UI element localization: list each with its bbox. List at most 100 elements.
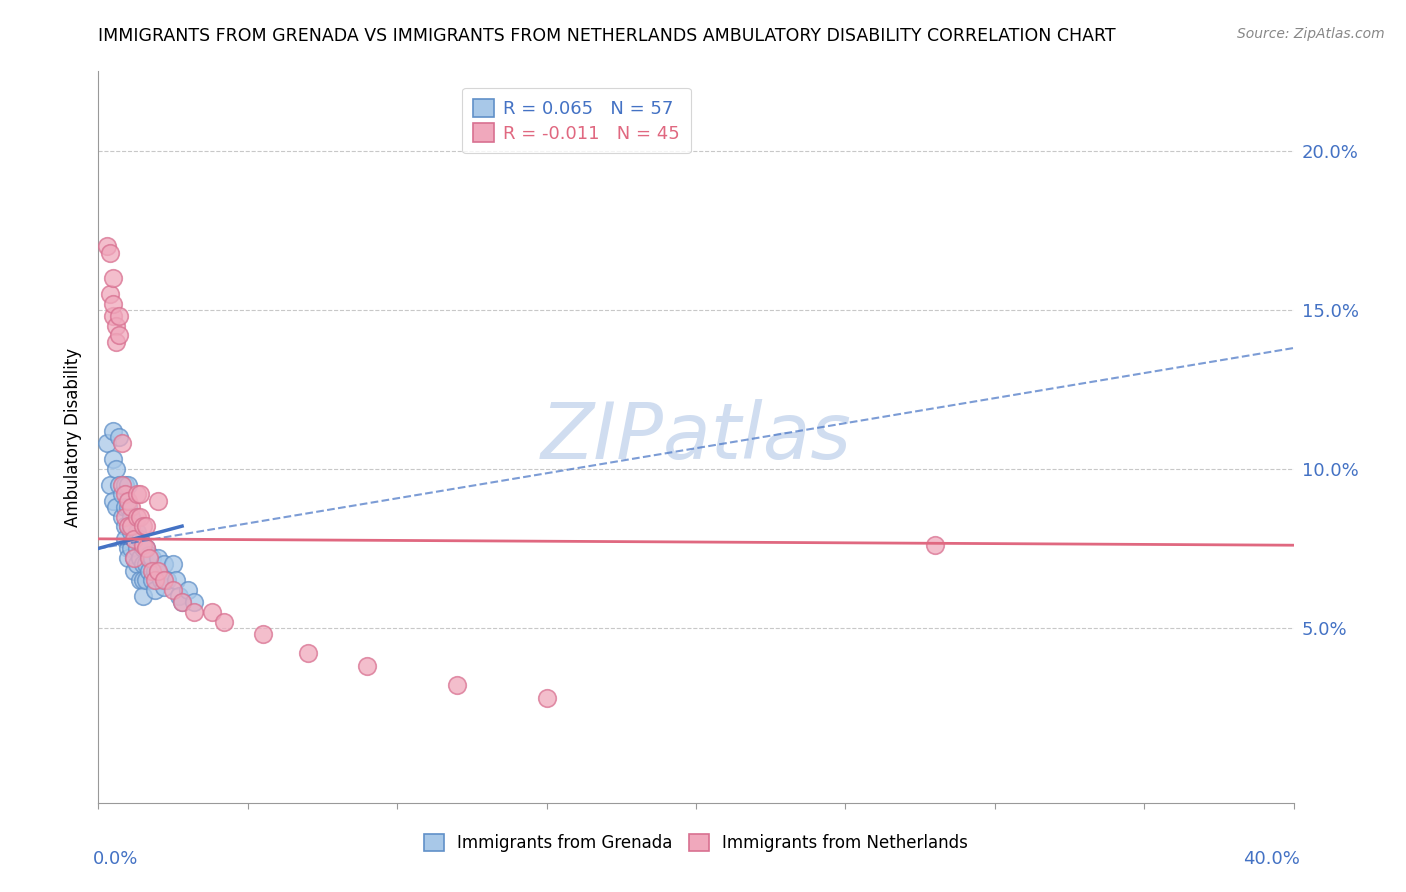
Point xyxy=(124,550,146,565)
Point xyxy=(135,573,157,587)
Point xyxy=(111,487,134,501)
Point xyxy=(153,558,176,572)
Point xyxy=(108,477,131,491)
Point xyxy=(129,550,152,565)
Point xyxy=(114,500,136,514)
Point xyxy=(114,509,136,524)
Point xyxy=(103,310,125,324)
Point xyxy=(446,678,468,692)
Point xyxy=(120,500,142,514)
Point xyxy=(138,564,160,578)
Point xyxy=(103,296,125,310)
Point xyxy=(129,487,152,501)
Point xyxy=(141,573,163,587)
Point xyxy=(96,436,118,450)
Point xyxy=(127,525,149,540)
Point xyxy=(252,627,274,641)
Point xyxy=(172,595,194,609)
Point xyxy=(183,595,205,609)
Point xyxy=(127,541,149,556)
Point xyxy=(117,541,139,556)
Point xyxy=(162,558,184,572)
Point xyxy=(536,690,558,705)
Point xyxy=(117,519,139,533)
Point xyxy=(114,477,136,491)
Point xyxy=(156,573,179,587)
Point xyxy=(117,550,139,565)
Point xyxy=(111,436,134,450)
Text: Source: ZipAtlas.com: Source: ZipAtlas.com xyxy=(1237,27,1385,41)
Point xyxy=(124,532,146,546)
Point xyxy=(150,573,173,587)
Point xyxy=(120,509,142,524)
Point xyxy=(127,558,149,572)
Point xyxy=(105,462,128,476)
Point xyxy=(153,573,176,587)
Point xyxy=(356,659,378,673)
Y-axis label: Ambulatory Disability: Ambulatory Disability xyxy=(65,348,83,526)
Point xyxy=(129,509,152,524)
Point xyxy=(105,500,128,514)
Point xyxy=(148,493,170,508)
Point xyxy=(96,239,118,253)
Point xyxy=(127,487,149,501)
Point xyxy=(117,477,139,491)
Point xyxy=(103,493,125,508)
Text: 0.0%: 0.0% xyxy=(93,850,138,868)
Point xyxy=(98,287,122,301)
Point xyxy=(124,564,146,578)
Point xyxy=(148,550,170,565)
Point xyxy=(129,532,152,546)
Point xyxy=(111,509,134,524)
Point xyxy=(924,538,946,552)
Point xyxy=(135,519,157,533)
Point xyxy=(111,477,134,491)
Point xyxy=(165,573,187,587)
Point xyxy=(103,424,125,438)
Point xyxy=(183,605,205,619)
Point xyxy=(108,310,131,324)
Point xyxy=(141,550,163,565)
Point xyxy=(132,519,155,533)
Text: ZIPatlas: ZIPatlas xyxy=(540,399,852,475)
Point xyxy=(114,519,136,533)
Point xyxy=(114,532,136,546)
Point xyxy=(117,500,139,514)
Point xyxy=(127,509,149,524)
Point xyxy=(120,525,142,540)
Point xyxy=(117,493,139,508)
Text: 40.0%: 40.0% xyxy=(1243,850,1299,868)
Point xyxy=(162,582,184,597)
Point xyxy=(132,573,155,587)
Point xyxy=(114,487,136,501)
Point xyxy=(153,580,176,594)
Point xyxy=(124,550,146,565)
Point xyxy=(124,532,146,546)
Point xyxy=(148,564,170,578)
Point xyxy=(177,582,200,597)
Point xyxy=(132,541,155,556)
Point xyxy=(103,271,125,285)
Point xyxy=(103,452,125,467)
Point xyxy=(138,550,160,565)
Point xyxy=(141,564,163,578)
Point xyxy=(201,605,224,619)
Point xyxy=(135,541,157,556)
Point xyxy=(129,573,152,587)
Point xyxy=(105,334,128,349)
Point xyxy=(132,558,155,572)
Point xyxy=(132,589,155,603)
Point xyxy=(108,328,131,343)
Point xyxy=(148,564,170,578)
Point xyxy=(98,245,122,260)
Point xyxy=(143,573,166,587)
Legend: Immigrants from Grenada, Immigrants from Netherlands: Immigrants from Grenada, Immigrants from… xyxy=(415,825,977,860)
Point xyxy=(120,541,142,556)
Point xyxy=(172,595,194,609)
Point xyxy=(98,477,122,491)
Point xyxy=(108,430,131,444)
Point xyxy=(120,519,142,533)
Point xyxy=(132,538,155,552)
Point xyxy=(138,548,160,562)
Text: IMMIGRANTS FROM GRENADA VS IMMIGRANTS FROM NETHERLANDS AMBULATORY DISABILITY COR: IMMIGRANTS FROM GRENADA VS IMMIGRANTS FR… xyxy=(98,27,1116,45)
